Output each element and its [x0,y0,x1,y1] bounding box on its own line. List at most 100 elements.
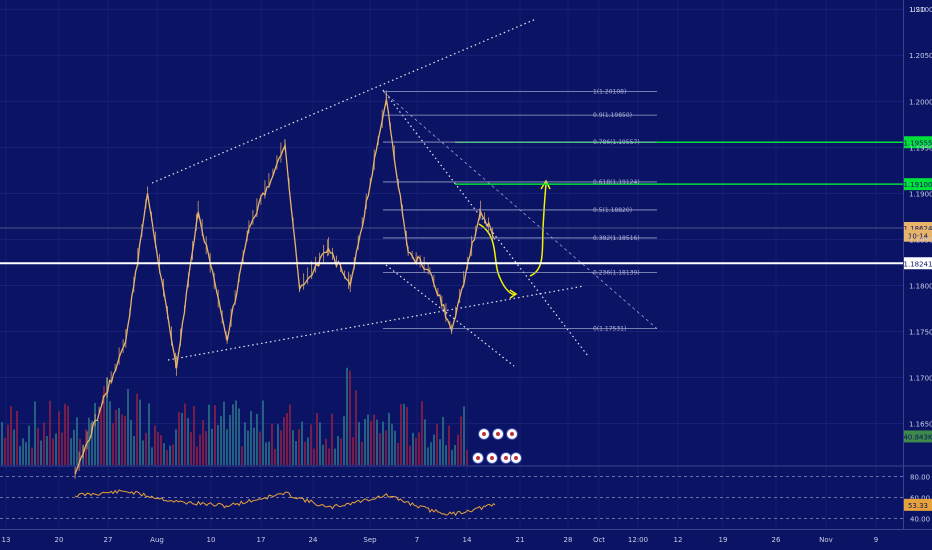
price-series [74,90,496,479]
volume-bar [334,448,336,465]
event-markers[interactable] [472,428,522,464]
volume-bar [7,424,9,465]
event-marker-dot [482,432,486,436]
volume-bar [214,405,216,465]
volume-bar [211,428,213,465]
fib-level-label: 0.618(1.19124) [593,179,640,186]
volume-bar [256,413,258,465]
volume-bar [223,401,225,465]
volume-bar [16,410,18,465]
volume-bar [430,442,432,465]
event-marker-dot [496,432,500,436]
volume-bar [196,446,198,465]
volume-bar [184,403,186,465]
volume-bar [271,423,273,465]
volume-bar [439,439,441,465]
volume-bar [1,421,3,465]
volume-bar [340,438,342,465]
arrow-head [509,289,518,299]
volume-bar [136,393,138,465]
volume-bar [370,420,372,465]
volume-bar [289,404,291,465]
volume-bar [382,421,384,465]
price-tick-label: 1.18000 [909,282,932,290]
volume-bar [433,434,435,465]
volume-bar [187,418,189,465]
volume-bar [373,414,375,465]
volume-bar [226,429,228,465]
volume-bar [442,416,444,465]
rsi-value-label: 53.33 [908,502,928,510]
volume-bar [325,438,327,465]
time-tick-label: 12:00 [628,536,648,544]
volume-bar [106,377,108,465]
time-tick-label: 24 [309,536,318,544]
volume-bar [304,441,306,465]
volume-bar [178,412,180,465]
volume-bar [241,446,243,465]
volume-bar [388,412,390,465]
time-tick-label: 28 [564,536,573,544]
volume-bar [307,437,309,465]
price-tick-label: 1.19500 [909,144,932,152]
fibonacci-retracement[interactable]: 1(1.20108) 0.9(1.19850) 0.786(1.19557) 0.61… [382,88,658,333]
time-tick-label: 10 [207,536,216,544]
time-axis[interactable]: 13 20 27 Aug 10 17 24 Sep 7 14 21 28 Oct 12:00 12 19 26 N… [0,529,932,550]
volume-bar [121,414,123,465]
volume-bar [265,442,267,465]
time-tick-label: 14 [463,536,472,544]
volume-bar [367,414,369,465]
time-tick-label: 12 [674,536,683,544]
fib-level-label: 1(1.20108) [593,88,626,95]
volume-bar [94,402,96,465]
time-tick-label: 27 [104,536,113,544]
volume-bar [424,419,426,465]
volume-bar [112,423,114,465]
volume-bar [445,445,447,465]
volume-bar [391,423,393,465]
volume-bar [172,444,174,465]
volume-bar [148,403,150,465]
volume-bar [19,446,21,465]
volume-bar [295,441,297,465]
volume-bar [292,430,294,465]
volume-bar [124,415,126,465]
event-marker-dot [476,456,480,460]
event-marker-dot [504,456,508,460]
volume-bar [355,390,357,465]
volume-bar [319,422,321,465]
volume-bar [73,429,75,465]
price-badge-text: 10:14 [908,233,929,241]
volume-bar [235,400,237,465]
volume-bar [139,399,141,465]
volume-bar [55,433,57,465]
volume-bar [238,408,240,465]
volume-bar [58,411,60,465]
volume-bar [169,445,171,465]
fib-level-label: 0.382(1.18516) [593,235,640,242]
time-tick-label: Sep [363,536,377,544]
price-tick-label: 1.19000 [909,190,932,198]
volume-bar [130,419,132,465]
time-tick-label: 26 [772,536,781,544]
volume-bar [220,416,222,465]
volume-bar [31,447,33,465]
price-label-badge [904,178,932,191]
rsi-pane [0,476,903,519]
volume-bar [379,433,381,465]
volume-bar [10,406,12,465]
volume-bar [244,422,246,465]
volume-bar [277,424,279,465]
price-tick-label: 1.20500 [909,52,932,60]
time-tick-label: Nov [819,536,833,544]
volume-bar [361,442,363,465]
price-tick-label: 1.18500 [909,236,932,244]
volume-bar [454,445,456,465]
rsi-tick-label: 40.00 [910,516,930,524]
horizontal-lines[interactable] [0,141,903,265]
volume-bar [190,432,192,465]
volume-bar [406,406,408,465]
price-badge [904,430,932,443]
